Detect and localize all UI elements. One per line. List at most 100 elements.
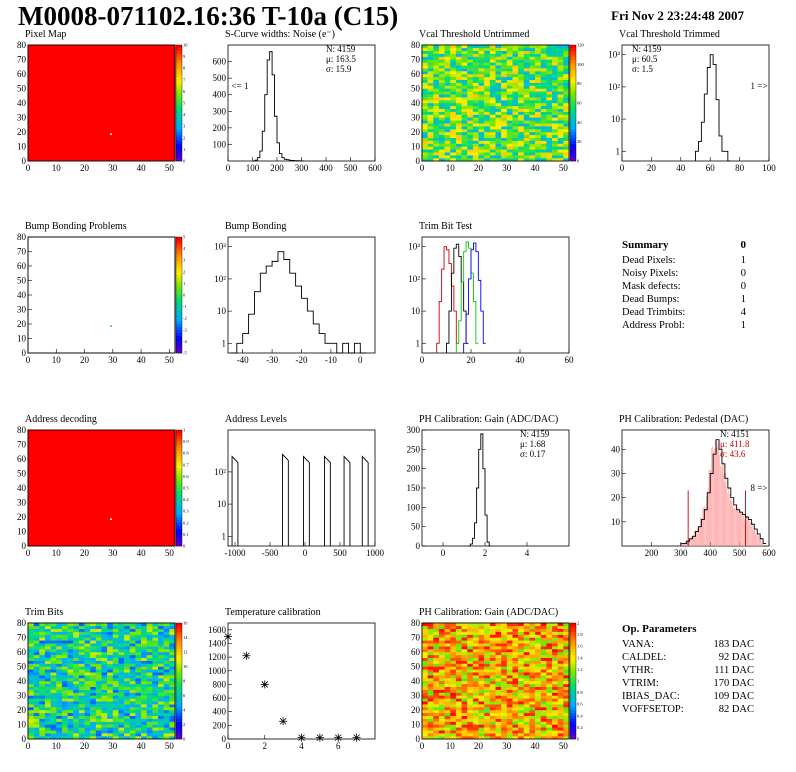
heatmap-cell xyxy=(158,646,164,650)
heatmap-cell xyxy=(512,695,519,699)
heatmap-cell xyxy=(535,152,541,156)
heatmap-cell xyxy=(44,678,51,682)
heatmap-cell xyxy=(523,643,530,647)
heatmap-cell xyxy=(518,114,524,118)
heatmap-cell xyxy=(467,634,474,638)
heatmap-cell xyxy=(84,736,91,740)
colorbar-segment xyxy=(176,65,182,69)
y-tick-label: 50 xyxy=(17,84,27,94)
heatmap-cell xyxy=(552,85,558,89)
heatmap-cell xyxy=(67,683,74,687)
x-tick-label: 20 xyxy=(467,355,477,365)
heatmap-cell xyxy=(169,715,176,719)
heatmap-cell xyxy=(101,657,108,661)
heatmap-cell xyxy=(495,152,502,156)
heatmap-cell xyxy=(39,646,46,650)
heatmap-cell xyxy=(422,634,428,638)
series-line xyxy=(446,243,469,353)
heatmap-cell xyxy=(67,721,74,725)
heatmap-cell xyxy=(427,669,434,673)
heatmap-cell xyxy=(438,155,445,159)
heatmap-cell xyxy=(512,88,519,92)
stat-mean: μ: 411.8 xyxy=(720,439,750,449)
heatmap-cell xyxy=(129,710,136,714)
heatmap-cell xyxy=(455,683,462,687)
heatmap-cell xyxy=(540,45,547,49)
heatmap-cell xyxy=(158,625,164,629)
heatmap-cell xyxy=(557,689,564,693)
heatmap-cell xyxy=(523,134,530,138)
heatmap-cell xyxy=(546,669,553,673)
heatmap-cell xyxy=(61,681,68,685)
heatmap-cell xyxy=(478,704,485,708)
heatmap-cell xyxy=(444,82,451,86)
heatmap-cell xyxy=(433,666,440,670)
y-tick-label: 50 xyxy=(411,522,421,532)
heatmap-cell xyxy=(135,634,142,638)
heatmap-cell xyxy=(118,643,125,647)
heatmap-cell xyxy=(529,652,536,656)
colorbar-segment xyxy=(176,686,182,690)
heatmap-cell xyxy=(501,669,508,673)
colorbar-label: 120 xyxy=(577,43,585,48)
colorbar-segment xyxy=(176,701,182,705)
heatmap-cell xyxy=(529,45,536,49)
heatmap-cell xyxy=(495,74,502,78)
heatmap-cell xyxy=(495,689,502,693)
heatmap-cell xyxy=(152,646,159,650)
heatmap-cell xyxy=(124,663,130,667)
heatmap-cell xyxy=(501,695,508,699)
heatmap-cell xyxy=(478,140,485,144)
colorbar-segment xyxy=(570,91,576,95)
colorbar-segment xyxy=(570,129,576,133)
heatmap-cell xyxy=(433,637,440,641)
heatmap-cell xyxy=(484,689,491,693)
heatmap-cell xyxy=(557,721,564,725)
heatmap-cell xyxy=(450,158,457,162)
heatmap-cell xyxy=(540,657,547,661)
heatmap-cell xyxy=(484,623,491,627)
heatmap-cell xyxy=(158,686,164,690)
data-point xyxy=(315,733,324,742)
colorbar-segment xyxy=(176,257,182,261)
heatmap-cell xyxy=(552,683,558,687)
heatmap-cell xyxy=(512,698,519,702)
heatmap-cell xyxy=(518,146,524,150)
heatmap-cell xyxy=(101,721,108,725)
y-tick-label: 600 xyxy=(213,693,227,703)
y-tick-label: 60 xyxy=(411,647,421,657)
heatmap-cell xyxy=(455,100,462,104)
heatmap-cell xyxy=(50,643,57,647)
heatmap-cell xyxy=(78,666,85,670)
overflow-note: 8 => xyxy=(751,483,768,493)
heatmap-cell xyxy=(495,657,502,661)
heatmap-cell xyxy=(73,712,80,716)
colorbar-segment xyxy=(570,68,576,72)
heatmap-cell xyxy=(512,660,519,664)
heatmap-cell xyxy=(495,692,502,696)
heatmap-cell xyxy=(141,660,147,664)
colorbar-segment xyxy=(176,678,182,682)
colorbar-label: 4 xyxy=(183,246,186,251)
colorbar-segment xyxy=(570,50,576,54)
heatmap-cell xyxy=(501,158,508,162)
heatmap-cell xyxy=(478,120,485,124)
heatmap-cell xyxy=(523,94,530,98)
heatmap-cell xyxy=(518,91,524,95)
heatmap-cell xyxy=(518,140,524,144)
heatmap-cell xyxy=(523,689,530,693)
heatmap-cell xyxy=(467,625,474,629)
heatmap-cell xyxy=(467,91,474,95)
heatmap-cell xyxy=(129,718,136,722)
heatmap-cell xyxy=(518,634,524,638)
heatmap-cell xyxy=(427,712,434,716)
heatmap-cell xyxy=(44,692,51,696)
heatmap-cell xyxy=(78,736,85,740)
heatmap-cell xyxy=(461,678,468,682)
heatmap-cell xyxy=(489,74,496,78)
heatmap-cell xyxy=(124,707,130,711)
heatmap-cell xyxy=(73,715,80,719)
heatmap-cell xyxy=(512,715,519,719)
colorbar-segment xyxy=(176,634,182,638)
heatmap-cell xyxy=(438,736,445,740)
